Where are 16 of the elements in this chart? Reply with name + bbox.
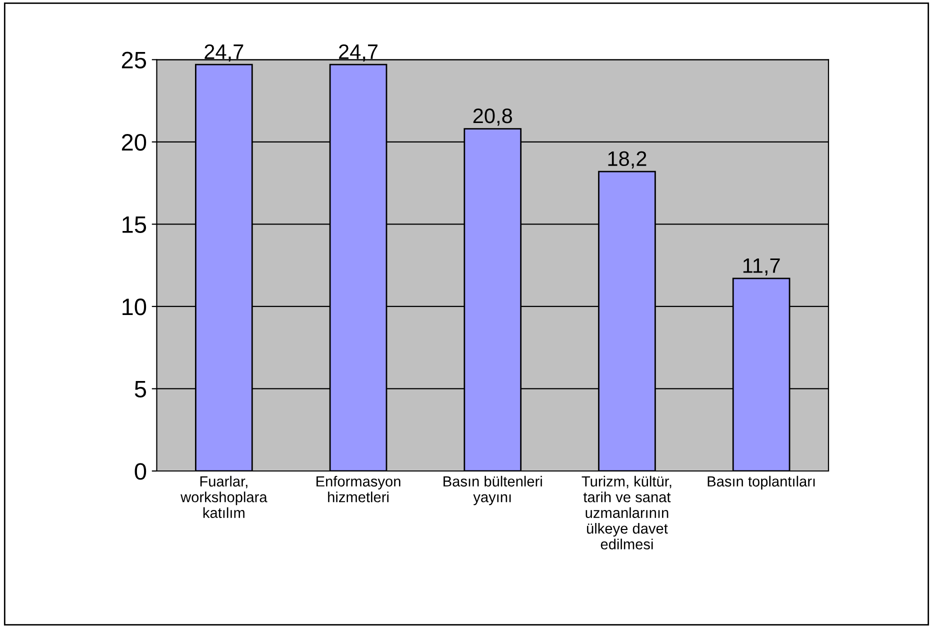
y-tick-label: 0 (134, 463, 146, 480)
y-tick-label: 25 (122, 52, 146, 68)
data-label: 20,8 (473, 108, 512, 126)
y-tick-label: 20 (122, 134, 146, 151)
y-tick-label: 10 (122, 298, 146, 316)
x-tick-label: Basın toplantıları (708, 476, 815, 490)
data-label: 24,7 (204, 44, 244, 62)
data-label: 18,2 (608, 151, 646, 168)
y-tick-label: 5 (134, 381, 146, 398)
x-tick-label: Fuarlar, workshoplara katılım (180, 476, 268, 518)
data-label: 11,7 (743, 258, 780, 276)
x-tick-label: Basın bültenleri yayını (444, 476, 542, 506)
data-label: 24,7 (339, 44, 378, 62)
y-tick-label: 15 (122, 216, 146, 233)
x-tick-label: Enformasyon hizmetleri (316, 476, 400, 502)
x-tick-label: Turizm, kültür, tarih ve sanat uzmanlarının ülkeye davet edilmesi (582, 476, 672, 550)
